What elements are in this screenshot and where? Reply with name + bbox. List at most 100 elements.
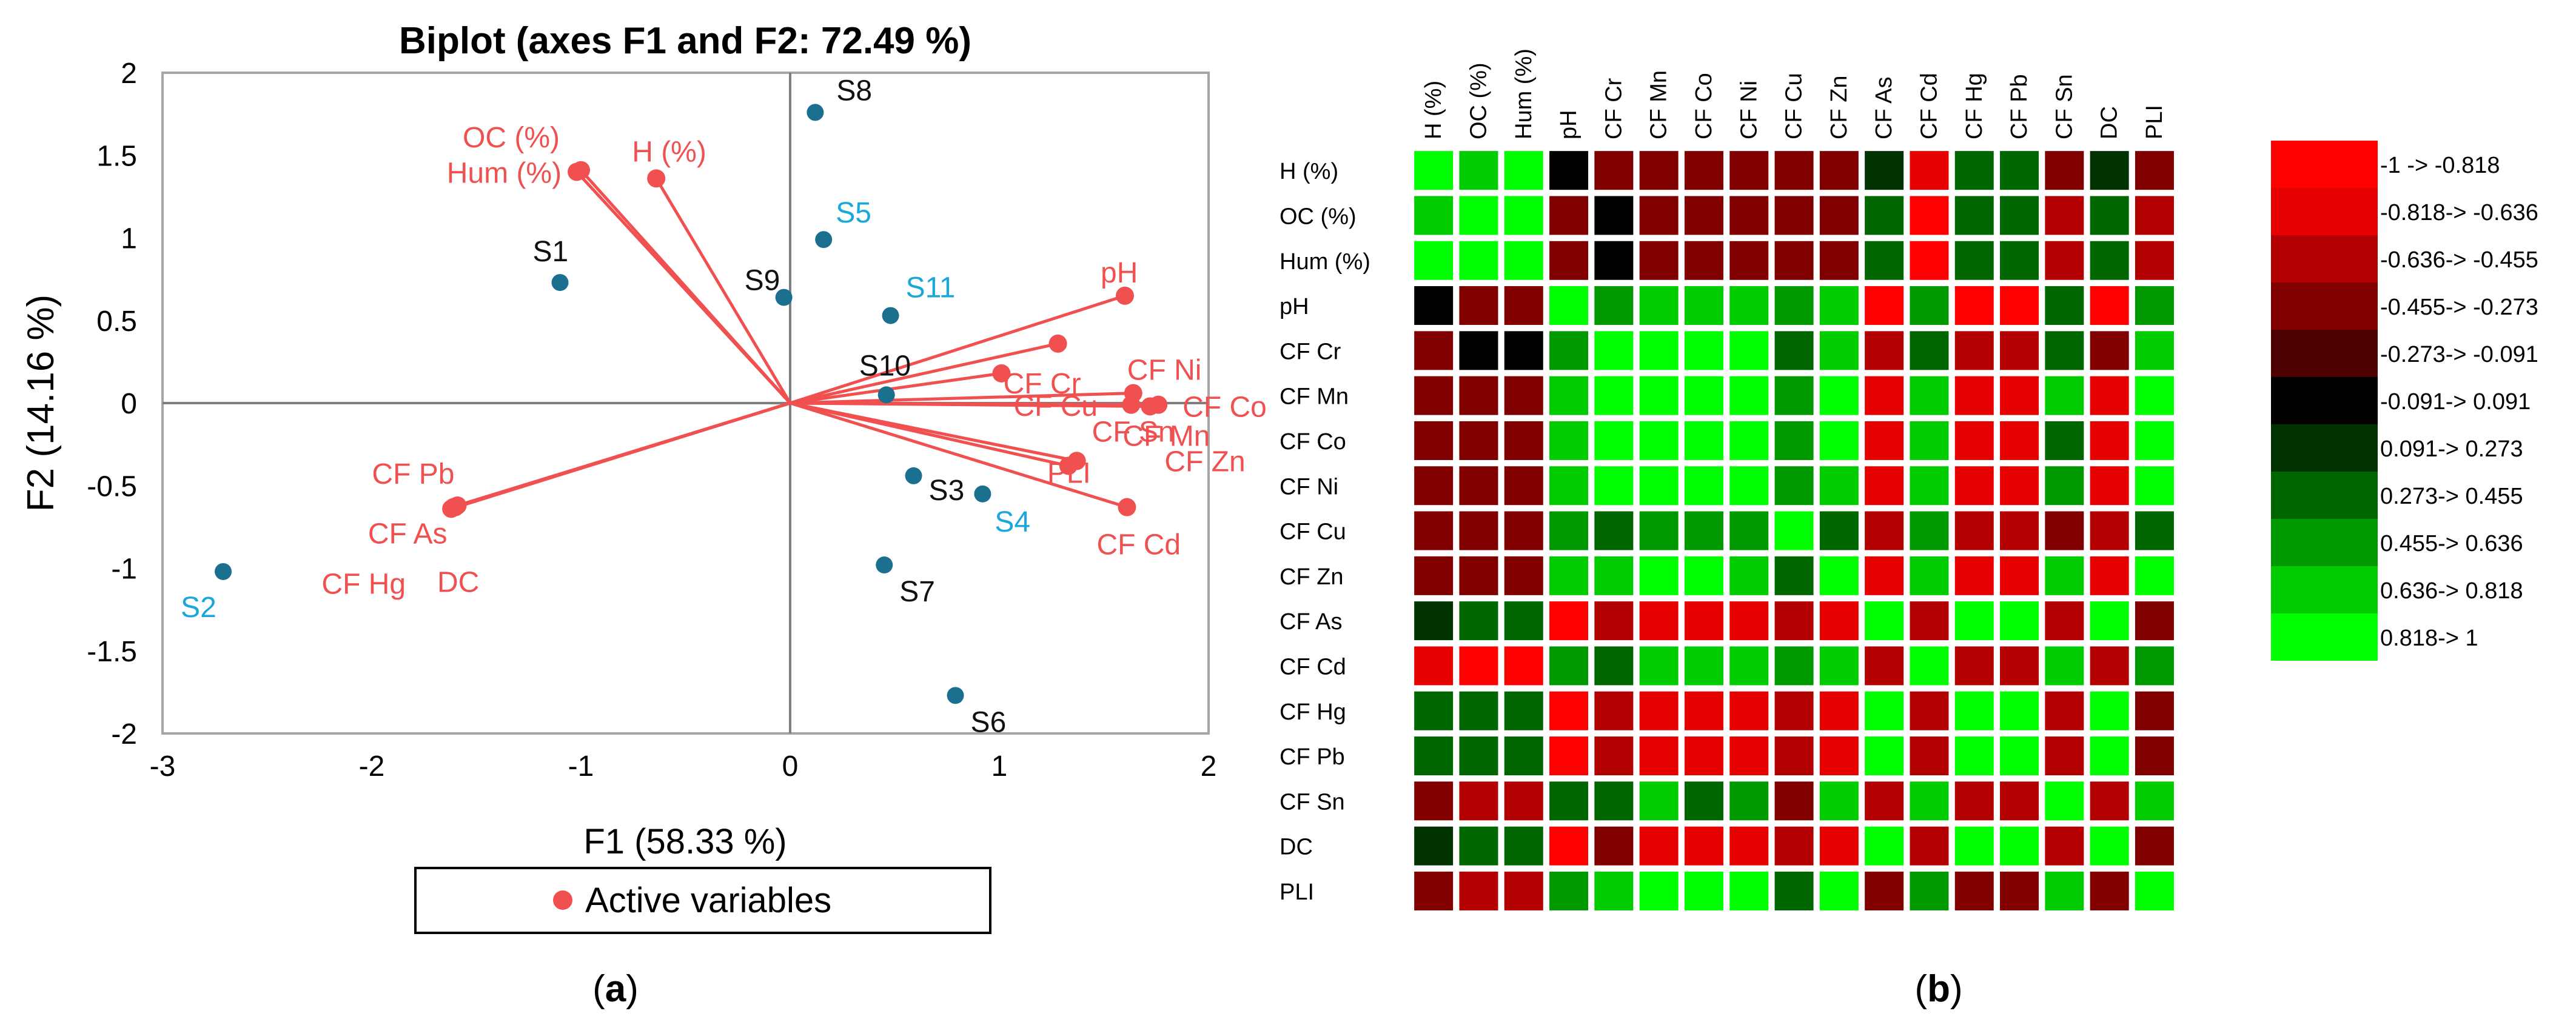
observation-s8 <box>807 104 824 121</box>
heatmap-cell-cf-zn-cf-cr <box>1594 556 1634 595</box>
observation-label-s10: S10 <box>859 350 911 382</box>
heatmap-cell-cf-sn-cf-as <box>1865 781 1904 821</box>
vector-cf-cd <box>790 401 1128 509</box>
heatmap-cell-pli-cf-hg <box>1954 871 1994 910</box>
heatmap-cell-cf-zn-oc <box>1459 556 1498 595</box>
row-header-h: H (%) <box>1280 159 1338 184</box>
row-header-pli: PLI <box>1280 880 1314 905</box>
heatmap-cell-cf-co-cf-co <box>1684 421 1723 460</box>
heatmap-cell-oc-h <box>1414 196 1454 235</box>
heatmap-cell-cf-co-cf-zn <box>1819 421 1859 460</box>
heatmap-cell-cf-hg-cf-hg <box>1954 691 1994 730</box>
heatmap-cell-ph-cf-zn <box>1819 286 1859 326</box>
heatmap-cell-cf-co-ph <box>1549 421 1589 460</box>
heatmap-cell-cf-zn-cf-zn <box>1819 556 1859 595</box>
heatmap-cell-dc-cf-mn <box>1639 826 1679 866</box>
heatmap-cell-h-h <box>1414 151 1454 190</box>
observation-label-s11: S11 <box>906 272 956 304</box>
heatmap-cell-cf-pb-oc <box>1459 736 1498 776</box>
heatmap-cell-cf-cu-cf-co <box>1684 511 1723 550</box>
x-tick-label: 2 <box>1201 750 1217 783</box>
heatmap-cell-oc-cf-co <box>1684 196 1723 235</box>
point-cf-cd <box>1118 498 1136 516</box>
heatmap-cell-cf-as-cf-mn <box>1639 601 1679 641</box>
heatmap-cell-hum-oc <box>1459 241 1498 280</box>
heatmap-cell-cf-co-cf-sn <box>2045 421 2084 460</box>
heatmap-cell-ph-cf-co <box>1684 286 1723 326</box>
heatmap-cell-cf-cr-ph <box>1549 331 1589 370</box>
vector-ph <box>790 294 1125 405</box>
heatmap-cell-dc-hum <box>1504 826 1543 866</box>
heatmap-cell-oc-cf-cu <box>1774 196 1814 235</box>
column-header-oc: OC (%) <box>1466 62 1491 139</box>
heatmap-cell-oc-cf-cr <box>1594 196 1634 235</box>
heatmap-cell-dc-cf-hg <box>1954 826 1994 866</box>
column-header-cf-sn: CF Sn <box>2051 74 2077 139</box>
heatmap-cell-cf-hg-cf-sn <box>2045 691 2084 730</box>
label-cf-ni: CF Ni <box>1127 355 1202 387</box>
heatmap-cell-cf-pb-cf-zn <box>1819 736 1859 776</box>
heatmap-cell-dc-cf-as <box>1865 826 1904 866</box>
heatmap-cell-cf-sn-cf-zn <box>1819 781 1859 821</box>
label-ph: pH <box>1101 257 1138 289</box>
heatmap-cell-cf-hg-ph <box>1549 691 1589 730</box>
heatmap-cell-oc-pli <box>2135 196 2174 235</box>
heatmap-cell-cf-cd-cf-co <box>1684 646 1723 686</box>
heatmap-cell-cf-pb-pli <box>2135 736 2174 776</box>
color-scale-swatch <box>2271 566 2378 613</box>
heatmap-cell-cf-cd-dc <box>2090 646 2129 686</box>
heatmap-cell-cf-hg-pli <box>2135 691 2174 730</box>
heatmap-cell-cf-cu-dc <box>2090 511 2129 550</box>
heatmap-cell-cf-cd-cf-cu <box>1774 646 1814 686</box>
heatmap-cell-ph-cf-cr <box>1594 286 1634 326</box>
heatmap-cell-cf-ni-cf-ni <box>1729 466 1769 506</box>
heatmap-cell-cf-cd-ph <box>1549 646 1589 686</box>
y-tick-label: -0.5 <box>87 470 137 502</box>
heatmap-cell-cf-mn-dc <box>2090 376 2129 415</box>
biplot-y-axis-label: F2 (14.16 %) <box>20 295 62 512</box>
heatmap-cell-cf-as-cf-pb <box>2000 601 2039 641</box>
heatmap-cell-hum-ph <box>1549 241 1589 280</box>
heatmap-cell-hum-hum <box>1504 241 1543 280</box>
heatmap-cell-ph-cf-ni <box>1729 286 1769 326</box>
column-header-cf-co: CF Co <box>1691 73 1717 139</box>
vector-hum <box>575 170 791 404</box>
point-hum <box>568 162 586 181</box>
color-scale-swatch <box>2271 188 2378 235</box>
color-scale-label: 0.455-> 0.636 <box>2380 531 2523 556</box>
heatmap-cell-cf-as-h <box>1414 601 1454 641</box>
heatmap-cell-cf-zn-cf-as <box>1865 556 1904 595</box>
heatmap-cell-cf-mn-h <box>1414 376 1454 415</box>
heatmap-cell-cf-cr-cf-mn <box>1639 331 1679 370</box>
heatmap-cell-cf-co-dc <box>2090 421 2129 460</box>
heatmap-cell-cf-as-cf-zn <box>1819 601 1859 641</box>
heatmap-cell-cf-cr-cf-as <box>1865 331 1904 370</box>
heatmap-cell-cf-as-cf-cu <box>1774 601 1814 641</box>
vector-cf-ni <box>790 392 1133 405</box>
row-header-cf-sn: CF Sn <box>1280 789 1345 815</box>
heatmap-cell-cf-pb-cf-mn <box>1639 736 1679 776</box>
heatmap-cell-hum-cf-as <box>1865 241 1904 280</box>
heatmap-cell-h-cf-cr <box>1594 151 1634 190</box>
row-header-dc: DC <box>1280 835 1313 860</box>
observation-label-s3: S3 <box>929 475 965 507</box>
heatmap-cell-ph-cf-hg <box>1954 286 1994 326</box>
color-scale-swatch <box>2271 613 2378 661</box>
heatmap-cell-dc-cf-pb <box>2000 826 2039 866</box>
y-tick-label: -2 <box>111 718 137 750</box>
heatmap-cell-cf-hg-cf-cr <box>1594 691 1634 730</box>
color-scale-label: -0.273-> -0.091 <box>2380 342 2538 367</box>
heatmap-cell-pli-cf-cu <box>1774 871 1814 910</box>
heatmap-cell-ph-cf-as <box>1865 286 1904 326</box>
heatmap-cell-cf-sn-cf-pb <box>2000 781 2039 821</box>
heatmap-cell-pli-dc <box>2090 871 2129 910</box>
heatmap-cell-h-oc <box>1459 151 1498 190</box>
observation-s6 <box>947 687 964 704</box>
row-header-cf-cr: CF Cr <box>1280 339 1341 364</box>
heatmap-cell-cf-ni-cf-hg <box>1954 466 1994 506</box>
heatmap-cell-cf-cd-cf-sn <box>2045 646 2084 686</box>
heatmap-cell-cf-cd-cf-mn <box>1639 646 1679 686</box>
label-cf-as: CF As <box>368 518 448 550</box>
heatmap-cell-oc-cf-as <box>1865 196 1904 235</box>
heatmap-cell-oc-hum <box>1504 196 1543 235</box>
